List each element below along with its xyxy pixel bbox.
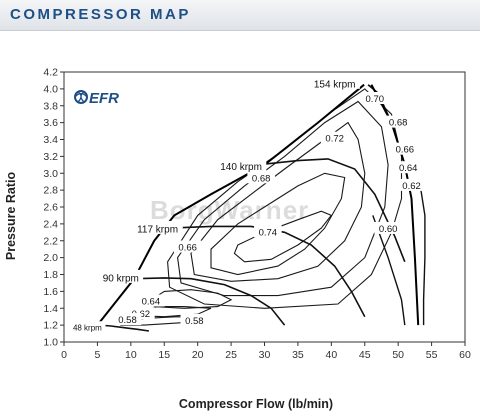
x-tick-label: 10 (125, 349, 137, 361)
y-tick-label: 1.0 (43, 337, 58, 349)
x-tick-label: 55 (426, 349, 438, 361)
y-tick-label: 1.2 (43, 320, 58, 332)
speed-label: 140 krpm (220, 162, 262, 173)
turbo-wheel-icon (74, 90, 88, 104)
label-backdrop (69, 321, 106, 333)
label-backdrop (384, 115, 412, 128)
x-tick-label: 40 (325, 349, 337, 361)
efr-logo: EFR (74, 90, 119, 107)
label-backdrop (397, 178, 426, 191)
surge-line (96, 83, 365, 326)
y-tick-label: 1.6 (43, 286, 58, 298)
page-title: COMPRESSOR MAP (10, 6, 191, 23)
speed-line (134, 277, 286, 326)
label-backdrop (360, 92, 389, 104)
efficiency-label: 0.64 (399, 163, 418, 174)
speed-line (170, 225, 366, 318)
boundary-line (418, 181, 426, 326)
x-tick-label: 25 (225, 349, 237, 361)
watermark-text: BorgWarner (150, 195, 309, 225)
label-backdrop (215, 158, 267, 172)
label-backdrop (180, 313, 209, 326)
y-tick-label: 3.2 (43, 151, 58, 163)
efficiency-label: 0.58 (118, 315, 137, 326)
label-backdrop (254, 225, 282, 238)
label-backdrop (391, 142, 419, 155)
boundary-line (372, 215, 406, 326)
efficiency-label: 0.70 (366, 94, 385, 105)
x-tick-label: 50 (392, 349, 404, 361)
y-tick-label: 2.6 (43, 202, 58, 214)
speed-line (98, 324, 150, 332)
label-backdrop (374, 221, 402, 234)
label-backdrop (173, 240, 202, 253)
y-tick-label: 2.4 (43, 218, 58, 230)
x-tick-label: 60 (459, 349, 471, 361)
efficiency-island (150, 289, 233, 309)
y-tick-label: 2.8 (43, 185, 58, 197)
x-tick-label: 35 (292, 349, 304, 361)
efficiency-label: 0.68 (252, 173, 271, 184)
efficiency-island (210, 172, 346, 276)
label-backdrop (137, 294, 165, 307)
x-tick-label: 5 (94, 349, 100, 361)
y-tick-label: 3.8 (43, 100, 58, 112)
y-tick-label: 2.0 (43, 252, 58, 264)
x-tick-label: 15 (158, 349, 170, 361)
x-tick-label: 20 (192, 349, 204, 361)
efficiency-island (190, 121, 366, 282)
speed-line (257, 158, 406, 263)
axes: 0 5 10 15 20 25 30 35 40 45 50 55 60 1.0 1.2 1.4 1.6 1.8 2… (43, 67, 471, 362)
efficiency-label: 0.64 (142, 297, 161, 308)
efficiency-label: 0.62 (402, 181, 421, 192)
label-backdrop (309, 75, 360, 89)
y-tick-label: 3.6 (43, 117, 58, 129)
watermark: BorgWarner (150, 195, 309, 225)
speed-label: 154 krpm (314, 79, 356, 90)
label-backdrop (394, 161, 422, 174)
efficiency-label: 0.72 (325, 134, 344, 145)
y-tick-label: 4.2 (43, 67, 58, 79)
y-axis-label: Pressure Ratio (4, 172, 18, 261)
speed-lines (98, 84, 413, 332)
y-tick-label: 1.8 (43, 269, 58, 281)
label-backdrop (132, 220, 183, 234)
speed-label: 90 krpm (103, 273, 139, 284)
x-axis-label: Compressor Flow (lb/min) (179, 397, 333, 411)
speed-label: 48 krpm (73, 323, 102, 332)
label-backdrop (98, 269, 144, 283)
y-tick-label: 1.4 (43, 303, 58, 315)
x-tick-label: 30 (259, 349, 271, 361)
efficiency-label: 0.68 (389, 118, 408, 129)
label-backdrop (113, 313, 142, 326)
efficiency-label: 0.74 (259, 227, 278, 238)
header-bar: COMPRESSOR MAP (0, 0, 480, 31)
speed-label: 117 krpm (137, 224, 178, 235)
logo-text: EFR (89, 90, 119, 107)
x-tick-label: 0 (61, 349, 67, 361)
efficiency-island (233, 210, 333, 263)
efficiency-label: 0.66 (396, 145, 415, 156)
y-tick-label: 3.0 (43, 168, 58, 180)
efficiency-label: 0.66 (178, 243, 197, 254)
efficiency-label: 0.58 (185, 316, 204, 327)
y-tick-label: 3.4 (43, 134, 58, 146)
y-tick-label: 2.2 (43, 235, 58, 247)
label-backdrop (247, 171, 275, 184)
efficiency-label: 0.60 (379, 224, 398, 235)
label-backdrop (320, 131, 349, 144)
chart-svg: BorgWarner 0 5 10 15 20 25 30 35 40 45 50 55 60 1.0 1.… (4, 67, 471, 412)
y-tick-label: 4.0 (43, 83, 58, 95)
x-tick-label: 45 (359, 349, 371, 361)
annotations: 0.70 0.72 0.68 0.66 0.64 0.62 0.68 0.60 0.74 0.66… (69, 75, 426, 333)
compressor-map-chart: BorgWarner 0 5 10 15 20 25 30 35 40 45 50 55 60 1.0 1.… (0, 30, 480, 413)
